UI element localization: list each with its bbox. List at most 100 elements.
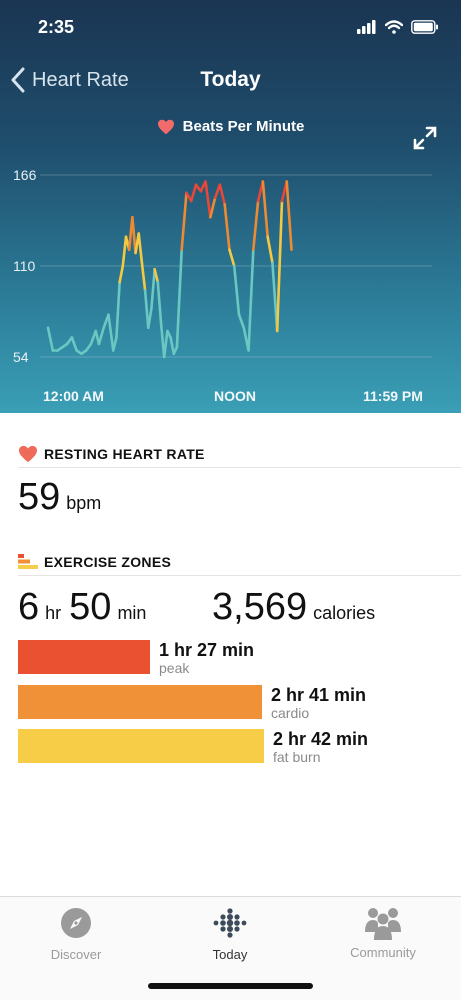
zones-calories: 3,569 calories: [212, 586, 375, 629]
heart-rate-line-segment: [285, 180, 293, 252]
chart-gridlines: [40, 174, 432, 358]
resting-bpm-unit: bpm: [66, 493, 102, 513]
exercise-zones-header: EXERCISE ZONES: [18, 554, 171, 570]
divider: [18, 467, 461, 468]
resting-heart-rate-header: RESTING HEART RATE: [18, 445, 205, 463]
zone-label-peak: 1 hr 27 min peak: [159, 641, 254, 675]
tab-community[interactable]: Community: [323, 905, 443, 960]
zones-hours: 6: [18, 586, 40, 628]
resting-bpm-number: 59: [18, 476, 61, 518]
heart-rate-line-segment: [237, 313, 246, 330]
heart-rate-line-chart: [40, 174, 432, 359]
heart-rate-line-segment: [137, 232, 144, 265]
heart-rate-line-segment: [209, 196, 217, 219]
zone-duration: 2 hr 41 min: [271, 685, 367, 705]
heart-rate-chart-panel: 2:35 Heart Rate: [0, 0, 461, 413]
x-tick-noon: NOON: [214, 388, 256, 404]
heart-rate-line-segment: [150, 267, 156, 310]
page-title: Today: [200, 68, 261, 91]
calories-value: 3,569: [212, 586, 308, 628]
wifi-icon: [385, 20, 403, 34]
heart-rate-line-segment: [121, 235, 128, 268]
heart-rate-line-segment: [118, 264, 125, 284]
heart-rate-line-segment: [261, 180, 269, 239]
heart-rate-line-segment: [252, 199, 260, 252]
zones-title: EXERCISE ZONES: [44, 554, 172, 570]
heart-rate-line-segment: [115, 280, 121, 339]
heart-icon: [19, 445, 37, 463]
heart-rate-line-segment: [223, 202, 231, 252]
fitbit-dots-icon: [213, 908, 247, 938]
heart-rate-line-segment: [232, 264, 241, 317]
back-label: Heart Rate: [32, 68, 129, 91]
heart-icon: [157, 119, 174, 134]
home-indicator: [148, 983, 313, 989]
x-tick-end: 11:59 PM: [363, 388, 423, 404]
status-icons: [357, 20, 439, 34]
tab-community-label: Community: [350, 945, 416, 960]
nav-bar: Heart Rate Today: [0, 60, 461, 104]
zones-bars-icon: [18, 554, 38, 569]
heart-rate-line-segment: [218, 183, 226, 206]
heart-rate-line-segment: [175, 248, 183, 349]
heart-rate-line-segment: [180, 191, 188, 252]
heart-rate-line-segment: [162, 329, 169, 359]
tab-discover[interactable]: Discover: [16, 905, 136, 962]
chart-legend: Beats Per Minute: [0, 118, 461, 139]
status-time: 2:35: [38, 17, 75, 37]
zones-min-unit: min: [117, 603, 147, 623]
x-tick-start: 12:00 AM: [43, 388, 104, 404]
divider: [18, 575, 461, 576]
tab-today-label: Today: [212, 947, 248, 962]
legend-label: Beats Per Minute: [182, 118, 305, 135]
zone-name: fat burn: [273, 749, 321, 765]
heart-rate-line-segment: [107, 313, 115, 352]
heart-rate-line-segment: [70, 336, 78, 352]
heart-rate-line-segment: [275, 199, 284, 333]
tab-discover-label: Discover: [50, 947, 102, 962]
zone-bar-peak: [18, 640, 150, 674]
heart-rate-line-segment: [156, 280, 163, 325]
back-button[interactable]: Heart Rate: [10, 67, 129, 93]
zones-total-time: 6 hr 50 min: [18, 586, 146, 629]
zones-hr-unit: hr: [45, 603, 62, 623]
heart-rate-line-segment: [140, 261, 147, 292]
zone-label-fat-burn: 2 hr 42 min fat burn: [273, 730, 368, 764]
resting-heart-rate-value: 59 bpm: [18, 476, 101, 519]
heart-rate-line-segment: [84, 342, 93, 352]
heart-rate-line-segment: [189, 183, 198, 203]
compass-icon: [61, 908, 91, 938]
resting-title: RESTING HEART RATE: [44, 446, 205, 462]
chevron-left-icon: [11, 67, 25, 93]
heart-rate-line-segment: [131, 215, 137, 255]
signal-icon: [357, 20, 376, 34]
heart-rate-line-segment: [153, 267, 160, 284]
chart-series: [46, 180, 293, 359]
heart-rate-line-segment: [169, 336, 176, 356]
heart-rate-line-segment: [97, 326, 106, 346]
heart-rate-line-segment: [266, 235, 274, 265]
zone-bar-cardio: [18, 685, 262, 719]
zone-label-cardio: 2 hr 41 min cardio: [271, 686, 366, 720]
zone-name: cardio: [271, 705, 310, 721]
heart-rate-line-segment: [228, 248, 236, 268]
calories-unit: calories: [313, 603, 376, 623]
heart-rate-line-segment: [111, 336, 118, 352]
expand-icon[interactable]: [413, 126, 437, 150]
zone-duration: 1 hr 27 min: [159, 640, 255, 660]
heart-rate-line-segment: [204, 180, 212, 219]
zone-bar-fat-burn: [18, 729, 264, 763]
y-tick-110: 110: [13, 258, 36, 274]
status-bar: 2:35: [0, 0, 461, 54]
tab-bar: Discover Today: [0, 896, 461, 1000]
y-tick-54: 54: [13, 349, 29, 365]
heart-rate-line-segment: [247, 248, 255, 352]
zones-minutes: 50: [69, 586, 112, 628]
zone-name: peak: [159, 660, 190, 676]
heart-rate-line-segment: [146, 306, 153, 330]
heart-rate-line-segment: [46, 326, 55, 352]
y-tick-166: 166: [13, 167, 37, 183]
tab-today[interactable]: Today: [170, 905, 290, 962]
heart-rate-line-segment: [143, 289, 150, 330]
battery-icon: [411, 20, 438, 34]
